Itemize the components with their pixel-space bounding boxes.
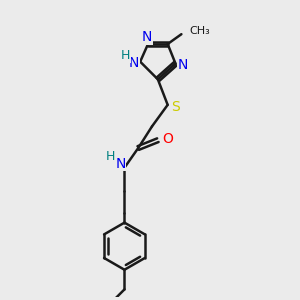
Text: N: N (116, 157, 126, 171)
Text: N: N (177, 58, 188, 72)
Text: H: H (121, 49, 130, 62)
Text: N: N (129, 56, 140, 70)
Text: CH₃: CH₃ (189, 26, 210, 36)
Text: O: O (162, 132, 173, 146)
Text: H: H (106, 150, 116, 164)
Text: N: N (142, 30, 152, 44)
Text: S: S (171, 100, 180, 114)
